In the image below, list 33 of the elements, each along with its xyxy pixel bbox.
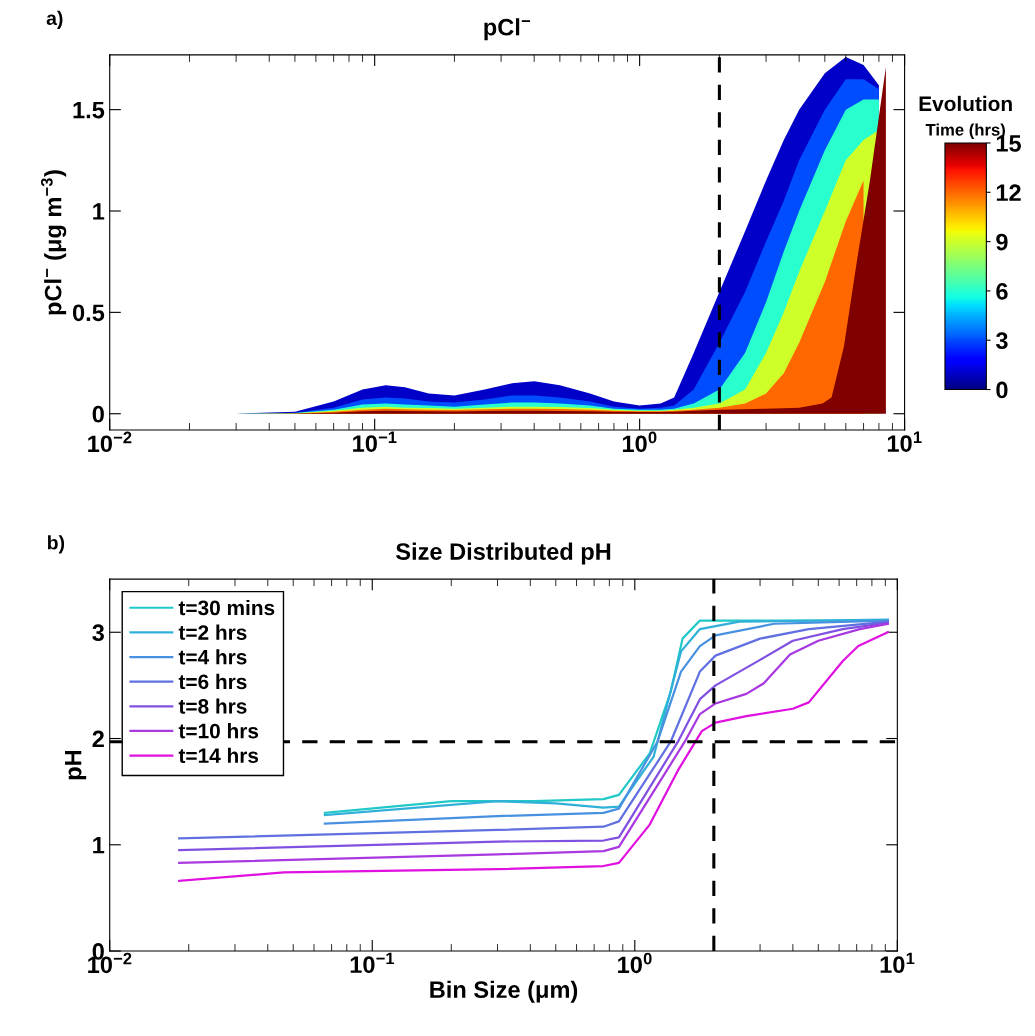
y-tick-label: 3 <box>92 624 104 642</box>
text: a) <box>46 10 63 29</box>
legend-label: t=10 hrs <box>178 723 259 739</box>
y-tick-label: 1 <box>93 203 105 220</box>
legend-label: t=2 hrs <box>178 624 247 640</box>
y-axis-title: pH <box>65 750 87 780</box>
x-tick-label: 10$^{−1}$ <box>353 431 397 452</box>
legend-label: t=6 hrs <box>178 673 247 690</box>
x-tick-label: 10$^{0}$ <box>618 952 652 974</box>
x-tick-label: 10$^{−2}$ <box>88 431 132 453</box>
y-tick-label: 0.5 <box>72 304 105 322</box>
legend-label: t=14 hrs <box>178 747 259 764</box>
y-tick-label: 1.5 <box>73 101 105 119</box>
y-tick-label: 2 <box>92 730 104 748</box>
x-axis-title: Bin Size (μm) <box>430 980 578 1003</box>
color-bar-label: 6 <box>996 282 1008 300</box>
legend-label: t=8 hrs <box>178 698 247 714</box>
x-tick-label: 10$^{0}$ <box>622 431 657 453</box>
text: b) <box>47 535 65 554</box>
y-tick-label: 0 <box>92 405 104 423</box>
color-bar-label: 3 <box>995 332 1008 350</box>
x-tick-label: 10$^{1}$ <box>880 952 915 974</box>
x-tick-label: 10$^{−1}$ <box>350 952 395 974</box>
legend-label: t=4 hrs <box>178 649 247 665</box>
color-bar-label: 0 <box>996 381 1008 399</box>
y-tick-label: 1 <box>93 837 105 854</box>
chart-title: pCl$^{−}$ <box>484 18 531 41</box>
chart-title: Size Distributed pH <box>395 542 611 565</box>
color-bar-label: 9 <box>996 233 1008 251</box>
y-axis-title: pCl$^{−}$ (μg m$^{−3}$) <box>40 170 67 315</box>
legend-label: t=30 mins <box>178 599 275 616</box>
color-bar-label: 12 <box>996 184 1021 201</box>
x-tick-label: 10$^{1}$ <box>887 431 922 452</box>
